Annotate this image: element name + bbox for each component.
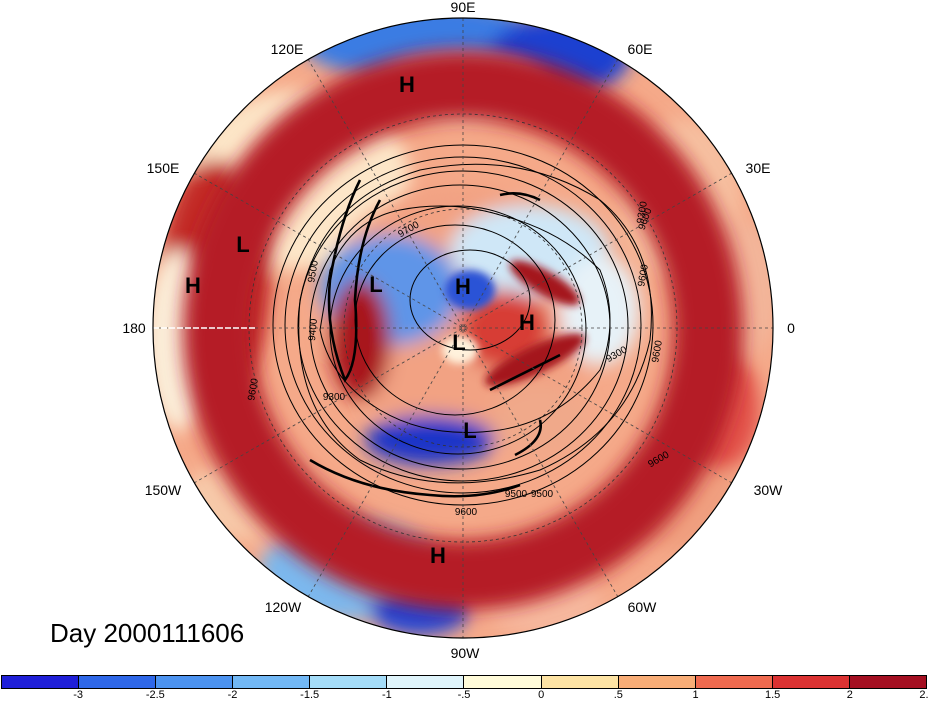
colorbar-swatch (464, 676, 542, 688)
low-pressure-label: L (369, 272, 382, 297)
colorbar-tick-label: .5 (613, 689, 623, 701)
high-pressure-label: H (185, 273, 201, 298)
colorbar-swatch (541, 676, 619, 688)
colorbar-tick-label: -2 (227, 689, 238, 701)
colorbar-swatch (695, 676, 773, 688)
colorbar-tick-label: 2.5 (919, 689, 928, 701)
longitude-label: 60E (628, 41, 653, 57)
colorbar-tick-label: -1.5 (300, 689, 320, 701)
colorbar-tick-label: -3 (73, 689, 84, 701)
contour-label: 9300 (323, 392, 346, 403)
map-boundary (152, 17, 774, 639)
colorbar-tick-label: -1 (381, 689, 392, 701)
high-pressure-label: H (455, 274, 471, 299)
colorbar-tick-label: 0 (538, 689, 545, 701)
colorbar-swatch (772, 676, 850, 688)
longitude-label: 120W (265, 599, 302, 615)
contour-label: 9600 (246, 377, 261, 401)
anomaly-field (153, 18, 773, 638)
contour-label: 9500 (505, 489, 528, 500)
colorbar-swatch (310, 676, 388, 688)
longitude-label: 120E (271, 41, 304, 57)
longitude-label: 0 (787, 320, 795, 336)
contour-label: 9500 (531, 489, 554, 500)
colorbar-swatch (2, 676, 80, 688)
contour-label: 9300 (635, 200, 650, 224)
contour-label: 9500 (306, 259, 321, 283)
high-pressure-label: H (430, 543, 446, 568)
longitude-labels: 90E 60E 30E 0 30W 60W 90W 120W 150W 180 150E 120E (122, 0, 795, 661)
meridians (153, 18, 773, 638)
contour-label: 9600 (650, 339, 665, 363)
colorbar-swatch (233, 676, 311, 688)
high-pressure-label: H (519, 310, 535, 335)
colorbar-tick-label: 1.5 (765, 689, 781, 701)
low-pressure-label: L (236, 232, 249, 257)
longitude-label: 90E (451, 0, 476, 15)
colorbar-swatch (849, 676, 926, 688)
colorbar-swatch (618, 676, 696, 688)
longitude-label: 30E (746, 160, 771, 176)
colorbar-swatch (156, 676, 234, 688)
low-pressure-label: L (452, 330, 465, 355)
longitude-label: 180 (122, 320, 146, 336)
pressure-system-labels: H L H L H H L L H (185, 72, 535, 568)
colorbar-tick-label: 2 (846, 689, 853, 701)
contour-label: 9600 (455, 507, 478, 518)
colorbar-swatch (387, 676, 465, 688)
colorbar-tick-label: -.5 (457, 689, 471, 701)
contour-label: 9400 (307, 318, 320, 342)
longitude-label: 150E (147, 160, 180, 176)
longitude-label: 150W (145, 482, 182, 498)
contour-label: 9600 (636, 263, 651, 287)
high-pressure-label: H (399, 72, 415, 97)
low-pressure-label: L (463, 418, 476, 443)
colorbar (1, 675, 927, 689)
colorbar-tick-label: 1 (692, 689, 699, 701)
longitude-label: 90W (451, 645, 481, 661)
polar-map: 90E 60E 30E 0 30W 60W 90W 120W 150W 180 150E 120E H… (122, 0, 795, 661)
colorbar-swatch (79, 676, 157, 688)
longitude-label: 60W (628, 599, 658, 615)
colorbar-tick-label: -2.5 (145, 689, 165, 701)
map-title: Day 2000111606 (50, 618, 245, 648)
longitude-label: 30W (754, 482, 784, 498)
